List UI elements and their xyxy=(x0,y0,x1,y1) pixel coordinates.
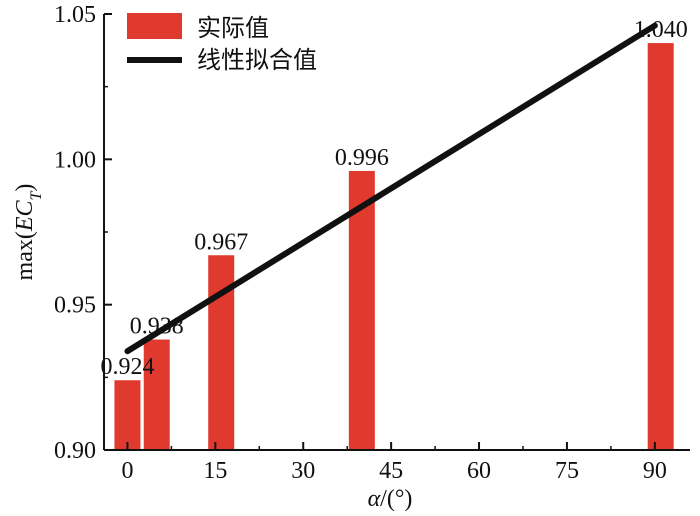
x-tick-label: 45 xyxy=(379,458,403,484)
y-axis-title-italic: EC xyxy=(12,199,38,232)
bar-value-label: 0.938 xyxy=(130,314,184,340)
x-ticks-group: 0 15 30 45 60 75 90 xyxy=(121,442,667,484)
x-tick-label: 15 xyxy=(203,458,227,484)
fit-line-group xyxy=(124,22,658,355)
bar-value-label: 1.040 xyxy=(634,17,688,43)
x-tick-label: 90 xyxy=(643,458,667,484)
legend: 实际值 线性拟合值 xyxy=(127,13,317,74)
y-tick-label: 0.95 xyxy=(54,293,96,319)
y-tick-label: 0.90 xyxy=(54,438,96,464)
x-axis-title: α/(°) xyxy=(368,486,413,512)
bar xyxy=(114,380,141,450)
bar-labels-group: 0.924 0.938 0.967 0.996 1.040 xyxy=(100,17,687,380)
axes-group xyxy=(103,14,690,451)
y-axis-title-prefix: max( xyxy=(12,231,38,280)
y-axis-title-subscript: T xyxy=(28,190,45,200)
x-axis-title-unit: /(°) xyxy=(380,486,412,512)
y-axis-title: max(ECT) xyxy=(12,184,45,281)
bars-group xyxy=(114,43,674,451)
bar-value-label: 0.996 xyxy=(335,145,389,171)
x-tick-label: 0 xyxy=(121,458,133,484)
y-tick-label: 1.05 xyxy=(54,2,96,28)
legend-bar-label: 实际值 xyxy=(197,14,269,42)
fit-line xyxy=(124,22,658,355)
x-tick-label: 75 xyxy=(555,458,579,484)
x-tick-label: 60 xyxy=(467,458,491,484)
bar xyxy=(647,43,674,451)
y-tick-label: 1.00 xyxy=(54,147,96,173)
y-axis-title-suffix: ) xyxy=(12,184,38,192)
bar-value-label: 0.924 xyxy=(100,354,154,380)
bar-value-label: 0.967 xyxy=(194,229,248,255)
y-ticks-group: 0.90 0.95 1.00 1.05 xyxy=(54,2,112,464)
bar xyxy=(348,170,375,450)
x-axis-title-italic: α xyxy=(368,486,381,512)
legend-bar-swatch xyxy=(127,13,182,39)
legend-line-label: 线性拟合值 xyxy=(197,46,317,74)
bar xyxy=(143,339,170,450)
x-tick-label: 30 xyxy=(291,458,315,484)
